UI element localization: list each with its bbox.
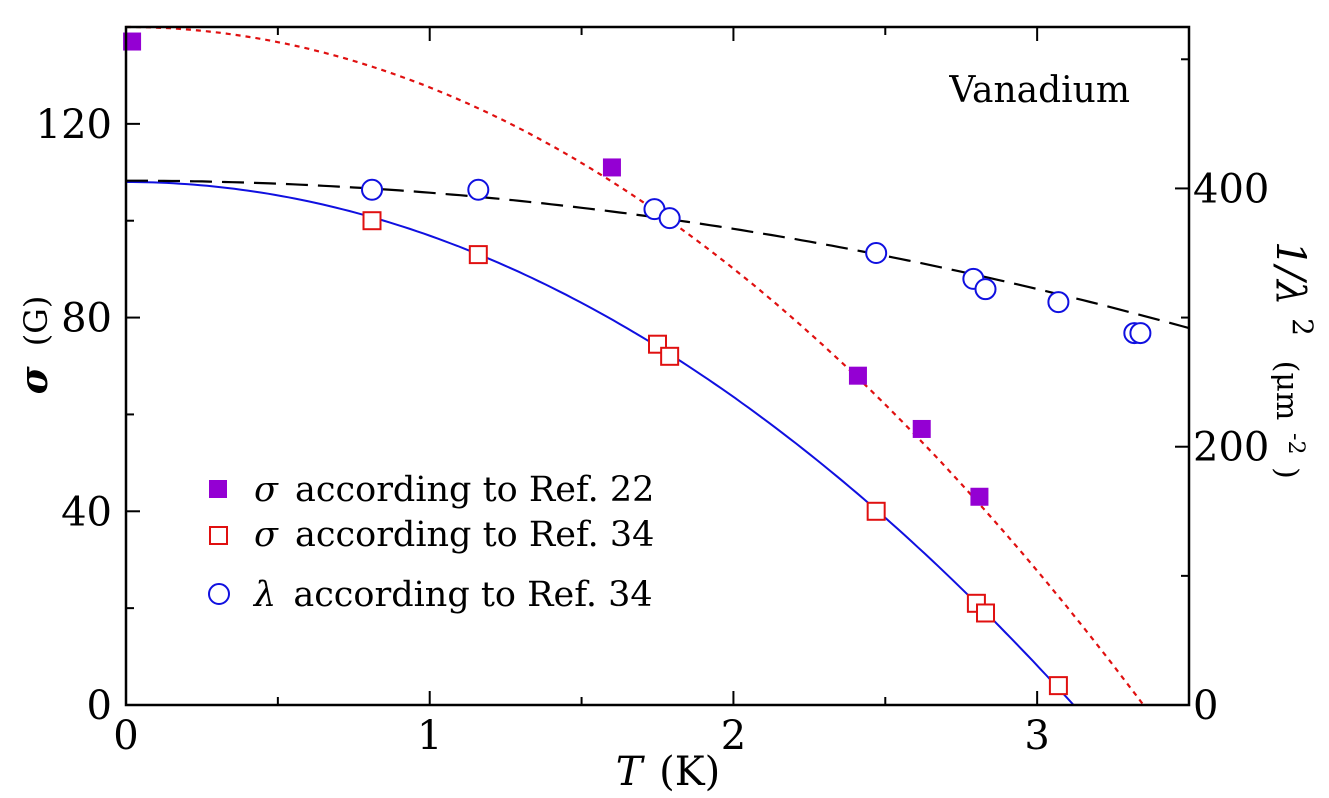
y2-axis-symbol: 1/λ bbox=[1267, 241, 1313, 305]
fit-curve-solid bbox=[126, 181, 1075, 706]
data-point-open-square bbox=[468, 245, 488, 265]
data-point-open-circle bbox=[1129, 322, 1152, 345]
data-point-open-circle bbox=[1047, 291, 1070, 314]
x-tick-label: 0 bbox=[113, 713, 138, 759]
data-point-open-square bbox=[362, 211, 382, 231]
fit-curve-dotted bbox=[126, 25, 1145, 706]
x-tick-label: 2 bbox=[721, 713, 746, 759]
annotation-label: Vanadium bbox=[948, 70, 1130, 111]
data-point-open-square bbox=[1048, 676, 1068, 696]
data-point-open-circle bbox=[974, 278, 997, 301]
y-tick-label: 40 bbox=[61, 489, 112, 535]
legend: σ according to Ref. 22 σ according to Re… bbox=[208, 470, 654, 615]
y2-tick-label: 0 bbox=[1193, 683, 1218, 729]
axis-ticks bbox=[125, 26, 1190, 706]
legend-label: σ according to Ref. 22 bbox=[254, 470, 654, 510]
y-axis-unit: (G) bbox=[17, 296, 55, 347]
y2-axis-superscript: 2 bbox=[1286, 318, 1319, 336]
data-point-open-square bbox=[866, 501, 886, 521]
data-point-open-square bbox=[660, 346, 680, 366]
legend-text: according to Ref. 34 bbox=[293, 575, 652, 615]
legend-text: according to Ref. 22 bbox=[295, 470, 654, 510]
y2-axis-title: 1/λ 2 (μm -2 ) bbox=[1267, 241, 1329, 479]
y2-axis-unit-close: ) bbox=[1269, 467, 1304, 479]
legend-marker-open-square bbox=[209, 526, 228, 545]
legend-marker-open-circle bbox=[208, 583, 230, 605]
plot-frame bbox=[124, 25, 1191, 707]
legend-item: σ according to Ref. 22 bbox=[209, 470, 654, 510]
legend-label: λ according to Ref. 34 bbox=[252, 575, 653, 615]
legend-text: according to Ref. 34 bbox=[295, 515, 654, 555]
data-point-open-circle bbox=[361, 178, 384, 201]
y-axis-symbol: σ bbox=[11, 365, 56, 394]
data-point-filled-square bbox=[970, 487, 989, 506]
y-tick-label: 120 bbox=[36, 102, 112, 148]
y2-tick-label: 400 bbox=[1193, 166, 1269, 212]
x-axis-symbol: T bbox=[616, 749, 646, 795]
data-point-filled-square bbox=[912, 419, 931, 438]
legend-item: λ according to Ref. 34 bbox=[208, 575, 653, 615]
data-point-open-circle bbox=[467, 178, 490, 201]
x-axis-title: T (K) bbox=[616, 749, 721, 795]
x-tick-label: 1 bbox=[417, 713, 442, 759]
legend-label: σ according to Ref. 34 bbox=[254, 515, 654, 555]
data-point-filled-square bbox=[848, 366, 867, 385]
data-point-open-square bbox=[976, 603, 996, 623]
data-point-open-circle bbox=[865, 242, 888, 264]
legend-symbol: σ bbox=[254, 470, 279, 510]
y-tick-label: 80 bbox=[61, 296, 112, 342]
y-tick-label: 0 bbox=[87, 683, 112, 729]
x-axis-unit: (K) bbox=[659, 749, 720, 795]
data-markers bbox=[123, 32, 1152, 696]
legend-symbol: λ bbox=[252, 575, 276, 615]
legend-symbol: σ bbox=[254, 515, 279, 555]
y2-axis-unit: (μm bbox=[1269, 361, 1304, 421]
data-point-open-circle bbox=[658, 207, 681, 230]
y2-axis-unit-superscript: -2 bbox=[1283, 433, 1308, 454]
y-axis-title: σ (G) bbox=[11, 296, 56, 395]
legend-item: σ according to Ref. 34 bbox=[209, 515, 654, 555]
data-point-filled-square bbox=[123, 32, 142, 51]
data-point-filled-square bbox=[602, 158, 621, 177]
tick-labels: 0 1 2 3 0 40 80 120 0 200 400 bbox=[36, 102, 1270, 759]
x-tick-label: 3 bbox=[1024, 713, 1049, 759]
legend-marker-filled-square bbox=[209, 480, 227, 498]
y2-tick-label: 200 bbox=[1193, 425, 1269, 471]
